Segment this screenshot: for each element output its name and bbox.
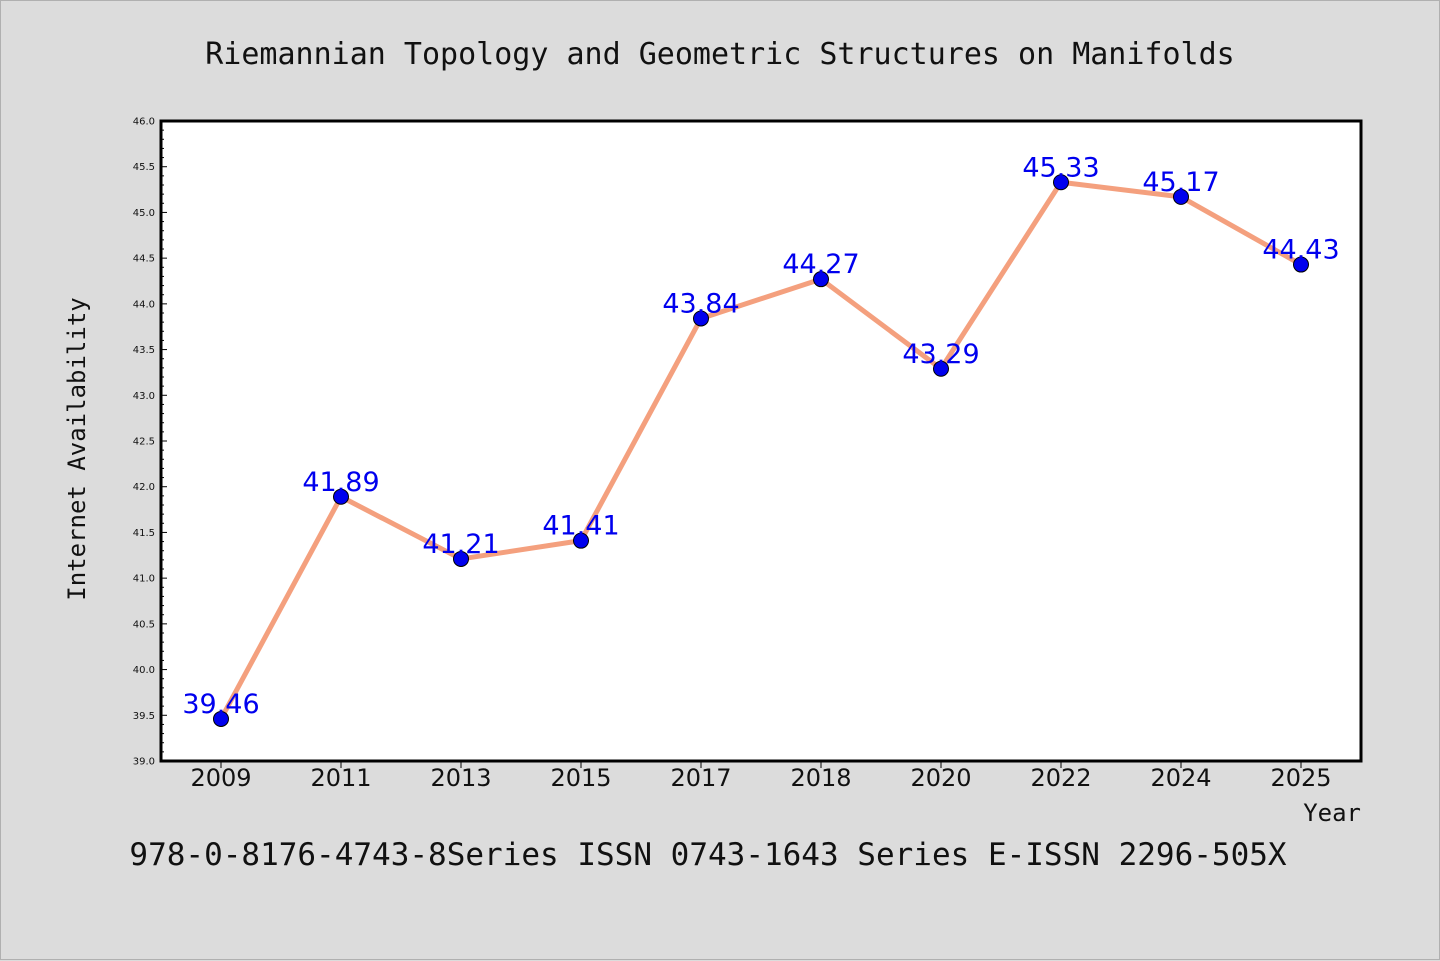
x-tick-label: 2015 [550,764,611,792]
y-tick-label: 40.0 [133,665,155,676]
y-axis-title: Internet Availability [63,297,91,600]
data-point [333,488,349,505]
data-label: 39.46 [182,689,259,720]
x-tick-label: 2013 [430,764,491,792]
data-point [1173,188,1189,205]
x-tick-label: 2024 [1150,764,1211,792]
data-point [453,550,469,567]
y-axis: 39.0 39.5 40.0 40.5 41.0 41.5 42.0 42.5 43.0 43.5… [133,117,167,768]
data-series: 39.46 41.89 41.21 41.41 43.84 44.27 43.29 45.33… [182,152,1340,727]
x-tick-label: 2020 [910,764,971,792]
x-tick-label: 2011 [310,764,371,792]
plot-area [161,121,1361,761]
x-tick-label: 2022 [1030,764,1091,792]
data-point [1053,174,1069,191]
y-tick-label: 43.5 [133,345,155,356]
data-point [693,310,709,327]
x-tick-label: 2017 [670,764,731,792]
y-tick-label: 43.0 [133,391,155,402]
data-point [933,360,949,377]
data-point [1293,256,1309,273]
data-label: 41.89 [302,467,379,498]
y-tick-label: 42.0 [133,482,155,493]
y-tick-label: 45.5 [133,162,155,173]
x-axis-title: Year [1303,799,1361,827]
chart-title: Riemannian Topology and Geometric Struct… [205,37,1235,72]
y-tick-label: 45.0 [133,208,155,219]
y-tick-label: 41.0 [133,574,155,585]
data-label: 44.27 [782,249,859,280]
x-axis: 2009 2011 2013 2015 2017 2018 2020 2022 2024 2025 [190,761,1332,792]
data-point [573,532,589,549]
y-tick-label: 46.0 [133,117,155,128]
y-tick-label: 39.5 [133,711,155,722]
y-tick-label: 41.5 [133,528,155,539]
data-label: 43.29 [902,339,979,370]
y-tick-label: 39.0 [133,757,155,768]
y-tick-label: 44.0 [133,299,155,310]
plot-border [159,119,1363,763]
series-line [218,179,1304,722]
isbn-issn-footer: 978-0-8176-4743-8Series ISSN 0743-1643 S… [129,837,1286,873]
y-tick-label: 42.5 [133,437,155,448]
x-tick-label: 2009 [190,764,251,792]
x-tick-label: 2025 [1270,764,1331,792]
y-tick-label: 44.5 [133,254,155,265]
y-tick-label: 40.5 [133,619,155,630]
data-label: 43.84 [662,288,739,319]
data-label: 44.43 [1262,235,1339,266]
data-point [213,710,229,727]
x-tick-label: 2018 [790,764,851,792]
data-label: 41.41 [542,511,619,542]
data-label: 41.21 [422,529,499,560]
data-label: 45.33 [1022,152,1099,183]
data-point [813,271,829,288]
data-label: 45.17 [1142,167,1219,198]
